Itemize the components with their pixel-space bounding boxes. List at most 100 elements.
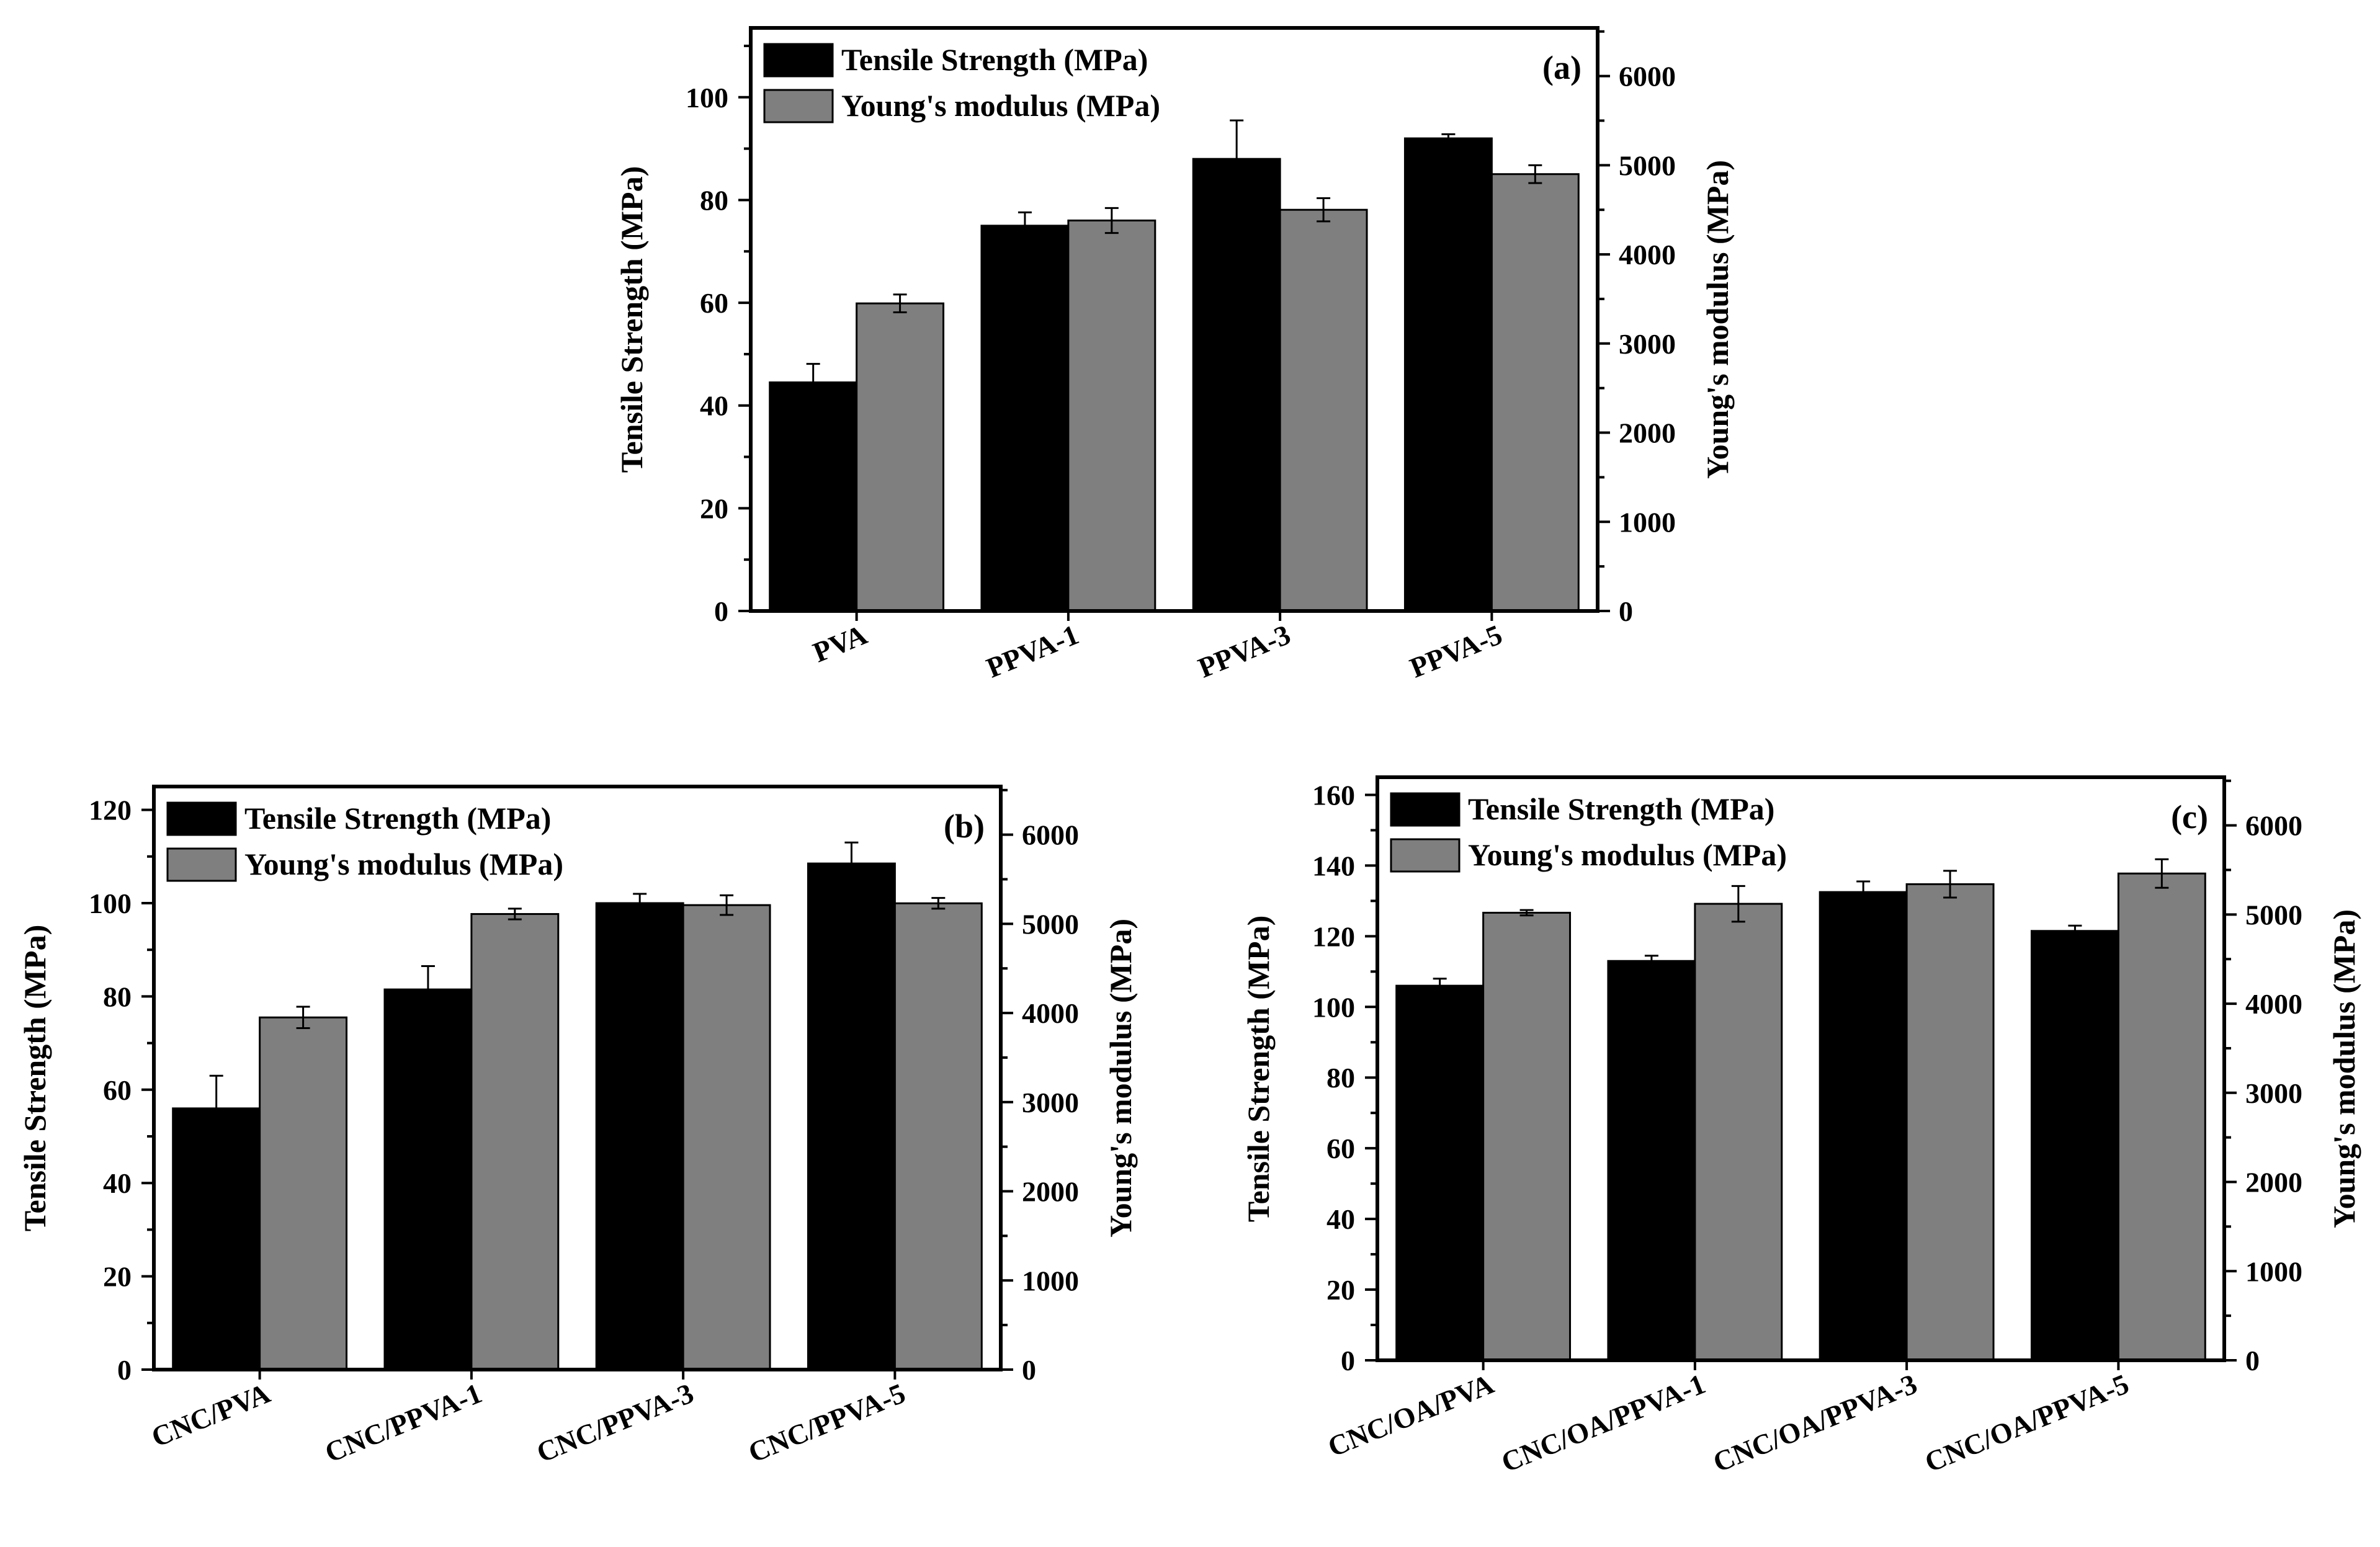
category-tick-label: CNC/PPVA-3 xyxy=(532,1377,698,1468)
bar-youngs-modulus xyxy=(1694,903,1783,1362)
error-bar-youngs-modulus xyxy=(1519,909,1534,917)
right-axis-tick-label: 6000 xyxy=(1022,819,1079,851)
error-bar-youngs-modulus xyxy=(893,293,907,314)
error-bar-youngs-modulus xyxy=(2155,858,2169,889)
bar-tensile-strength xyxy=(595,902,684,1371)
left-axis-tick-label: 0 xyxy=(117,1354,132,1386)
bar-tensile-strength xyxy=(1607,960,1696,1362)
category-tick-label: PPVA-5 xyxy=(1405,618,1506,684)
right-axis-tick-label: 6000 xyxy=(2245,810,2302,842)
right-axis-title: Young's modulus (MPa) xyxy=(1103,919,1138,1237)
left-axis-tick-label: 60 xyxy=(1326,1133,1355,1164)
category-tick-label: PVA xyxy=(808,618,871,668)
left-axis-tick-label: 140 xyxy=(1312,850,1355,881)
left-axis-tick-label: 0 xyxy=(1341,1345,1355,1376)
bar-tensile-strength xyxy=(980,225,1070,612)
category-tick-label: PPVA-3 xyxy=(1194,618,1295,684)
legend-swatch-youngs-modulus xyxy=(166,847,237,882)
category-tick-label: PPVA-1 xyxy=(982,618,1083,684)
left-axis-title: Tensile Strength (MPa) xyxy=(614,166,649,473)
right-axis-tick-label: 2000 xyxy=(1022,1176,1079,1208)
right-axis-tick-label: 3000 xyxy=(2245,1077,2302,1109)
right-axis-tick-label: 2000 xyxy=(2245,1167,2302,1198)
right-axis-tick-label: 0 xyxy=(1022,1354,1036,1386)
panel-label: (b) xyxy=(944,808,985,845)
right-axis-tick-label: 0 xyxy=(1619,595,1633,627)
error-bar-youngs-modulus xyxy=(508,907,522,921)
right-axis-tick-label: 1000 xyxy=(2245,1255,2302,1287)
legend-label-tensile-strength: Tensile Strength (MPa) xyxy=(1468,791,1774,826)
left-axis-tick-label: 120 xyxy=(89,795,132,826)
left-axis-tick-label: 60 xyxy=(103,1074,132,1106)
error-bar-tensile-strength xyxy=(209,1074,223,1143)
right-axis-tick-label: 4000 xyxy=(2245,988,2302,1020)
bar-tensile-strength xyxy=(1395,984,1485,1362)
left-axis-title: Tensile Strength (MPa) xyxy=(1241,916,1276,1222)
legend-label-tensile-strength: Tensile Strength (MPa) xyxy=(841,42,1148,77)
left-axis-title: Tensile Strength (MPa) xyxy=(17,925,52,1231)
left-axis-tick-label: 160 xyxy=(1312,779,1355,811)
panel-label: (a) xyxy=(1542,49,1581,86)
error-bar-youngs-modulus xyxy=(296,1005,310,1030)
right-axis-tick-label: 2000 xyxy=(1619,417,1676,449)
error-bar-youngs-modulus xyxy=(1317,197,1331,223)
panel-label: (c) xyxy=(2171,798,2208,836)
error-bar-tensile-strength xyxy=(1644,955,1658,968)
left-axis-tick-label: 100 xyxy=(1312,991,1355,1023)
plot-frame xyxy=(749,26,1599,613)
error-bar-tensile-strength xyxy=(633,893,647,914)
bar-youngs-modulus xyxy=(1482,911,1572,1362)
bar-tensile-strength xyxy=(172,1107,261,1371)
left-axis-tick-label: 20 xyxy=(700,493,728,524)
legend-swatch-youngs-modulus xyxy=(763,89,834,123)
legend-swatch-tensile-strength xyxy=(166,801,237,836)
error-bar-tensile-strength xyxy=(1433,978,1447,994)
bar-youngs-modulus xyxy=(2117,872,2206,1362)
right-axis-tick-label: 3000 xyxy=(1619,328,1676,360)
bar-tensile-strength xyxy=(1819,891,1908,1362)
bar-youngs-modulus xyxy=(682,904,771,1371)
error-bar-tensile-strength xyxy=(1441,133,1456,144)
legend-label-youngs-modulus: Young's modulus (MPa) xyxy=(1468,837,1787,872)
chart-panel-1: PVA PPVA-1 PPVA-3 PPVA-50204060801000100020… xyxy=(614,26,1735,684)
legend-label-youngs-modulus: Young's modulus (MPa) xyxy=(841,88,1160,123)
error-bar-tensile-strength xyxy=(421,965,435,1014)
chart-panel-2: CNC/PVA CNC/PPVA-1 CNC/PPVA-3 CNC/PPVA-5 0 20… xyxy=(17,785,1138,1468)
left-axis-tick-label: 0 xyxy=(714,595,728,627)
category-tick-label: CNC/OA/PVA xyxy=(1323,1368,1498,1463)
error-bar-tensile-strength xyxy=(1856,880,1871,904)
left-axis-tick-label: 20 xyxy=(103,1261,132,1293)
right-axis-tick-label: 1000 xyxy=(1022,1265,1079,1296)
error-bar-tensile-strength xyxy=(844,841,859,886)
left-axis-tick-label: 100 xyxy=(686,82,728,114)
bar-youngs-modulus xyxy=(470,913,560,1371)
bar-youngs-modulus xyxy=(259,1016,348,1371)
legend-swatch-youngs-modulus xyxy=(1390,838,1461,873)
category-tick-label: CNC/PPVA-5 xyxy=(744,1377,910,1468)
category-tick-label: CNC/OA/PPVA-5 xyxy=(1920,1368,2133,1478)
left-axis-tick-label: 80 xyxy=(1326,1062,1355,1094)
category-tick-label: CNC/PVA xyxy=(147,1377,275,1453)
error-bar-tensile-strength xyxy=(1230,119,1244,198)
left-axis-tick-label: 80 xyxy=(700,184,728,216)
legend-swatch-tensile-strength xyxy=(1390,792,1461,827)
error-bar-tensile-strength xyxy=(2068,924,2082,937)
plot-frame xyxy=(1376,775,2226,1362)
bar-youngs-modulus xyxy=(1279,208,1368,612)
bar-tensile-strength xyxy=(1192,158,1281,612)
category-tick-label: CNC/OA/PPVA-3 xyxy=(1709,1368,1921,1478)
error-bar-youngs-modulus xyxy=(1943,870,1957,899)
error-bar-youngs-modulus xyxy=(1104,207,1119,234)
right-axis-tick-label: 4000 xyxy=(1022,997,1079,1029)
error-bar-tensile-strength xyxy=(1018,211,1032,240)
legend: Tensile Strength (MPa) Young's modulus (M… xyxy=(166,801,563,882)
left-axis-tick-label: 100 xyxy=(89,888,132,919)
right-axis-tick-label: 4000 xyxy=(1619,239,1676,270)
bar-youngs-modulus xyxy=(893,902,983,1371)
chart-panel-3: CNC/OA/PVACNC/OA/PPVA-1CNC/OA/PPVA-3CNC/… xyxy=(1241,775,2361,1478)
error-bar-tensile-strength xyxy=(806,363,820,402)
bar-youngs-modulus xyxy=(1490,173,1580,612)
right-axis-title: Young's modulus (MPa) xyxy=(1700,160,1735,479)
left-axis-tick-label: 40 xyxy=(103,1167,132,1199)
